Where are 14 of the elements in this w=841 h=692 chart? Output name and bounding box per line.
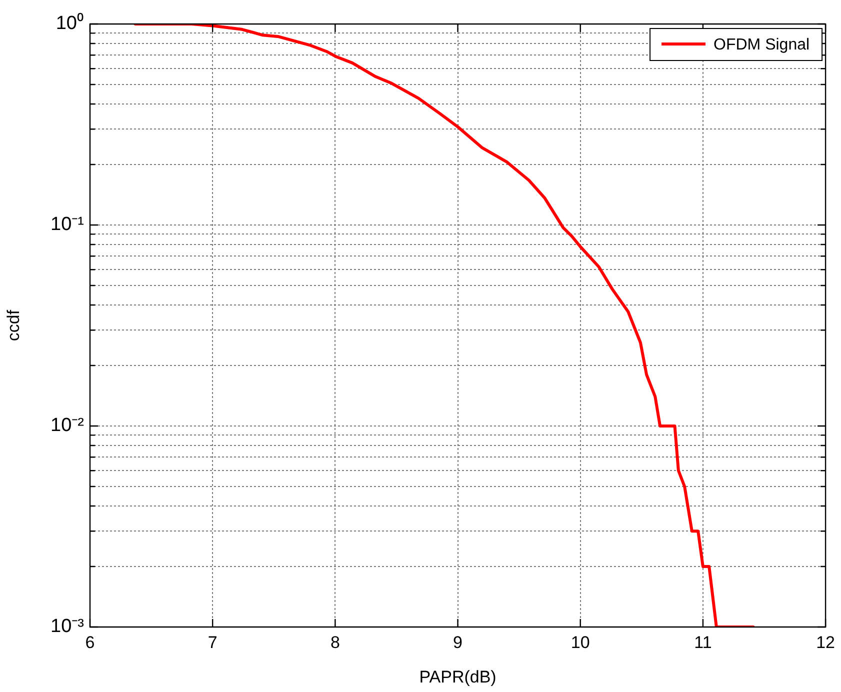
legend-label: OFDM Signal	[714, 36, 810, 54]
x-tick-label: 7	[208, 632, 218, 652]
x-tick-label: 10	[570, 632, 590, 652]
x-tick-label: 6	[85, 632, 95, 652]
y-tick-label: 10⁻²	[50, 415, 84, 436]
y-tick-label: 10⁻¹	[50, 214, 84, 236]
x-tick-label: 12	[816, 632, 836, 652]
x-tick-label: 8	[330, 632, 340, 652]
x-tick-label: 9	[453, 632, 463, 652]
x-tick-label: 11	[694, 632, 712, 652]
y-tick-label: 10⁰	[56, 12, 84, 34]
x-axis-title: PAPR(dB)	[419, 667, 496, 686]
y-axis-title: ccdf	[4, 310, 23, 342]
y-tick-label: 10⁻³	[50, 616, 84, 638]
